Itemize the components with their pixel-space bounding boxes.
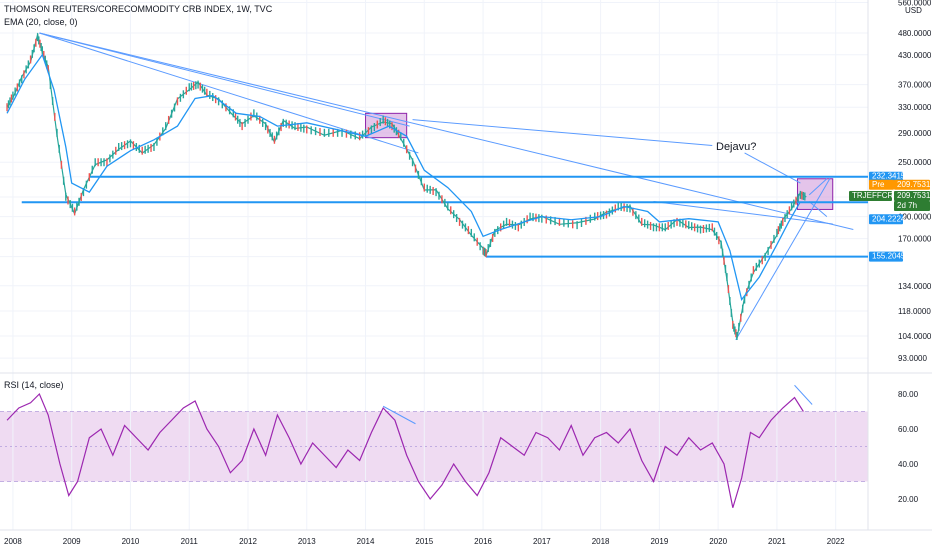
level-tag-low: 155.2045 [869, 251, 906, 262]
dejavu-annotation: Dejavu? [716, 141, 756, 153]
time-tick-label: 2020 [709, 537, 727, 546]
arrow-to-dejavu [412, 119, 713, 147]
time-tick-label: 2017 [533, 537, 551, 546]
price-tick-label: 290.0000 [898, 129, 932, 138]
pre-session-value: 209.7531 [894, 179, 931, 190]
svg-text:2d 7h: 2d 7h [897, 201, 917, 210]
rsi-series [6, 392, 804, 508]
svg-text:TRJEFFCRB: TRJEFFCRB [852, 191, 899, 200]
ema-indicator-label: EMA (20, close, 0) [4, 17, 78, 27]
time-tick-label: 2013 [298, 537, 316, 546]
box-arrows [808, 178, 828, 217]
time-tick-label: 2011 [181, 537, 199, 546]
pre-session-tag: Pre [869, 179, 894, 190]
time-tick-label: 2022 [827, 537, 845, 546]
price-axis[interactable]: 93.0000 104.0000 118.0000 134.0000 170.0000 1… [898, 0, 932, 363]
price-series [6, 32, 807, 340]
rsi-tick-label: 40.00 [898, 460, 919, 469]
time-tick-label: 2014 [357, 537, 375, 546]
time-tick-label: 2008 [4, 537, 22, 546]
chart-title: THOMSON REUTERS/CORECOMMODITY CRB INDEX,… [4, 4, 273, 14]
svg-text:204.2224: 204.2224 [872, 214, 906, 223]
rsi-axis[interactable]: 20.00 40.00 60.00 80.00 [898, 390, 919, 504]
rsi-tick-label: 80.00 [898, 390, 919, 399]
rsi-trendline-1 [382, 405, 416, 425]
price-tick-label: 104.0000 [898, 332, 932, 341]
time-tick-label: 2021 [768, 537, 786, 546]
price-tick-label: 190.0000 [898, 213, 932, 222]
trendline-short-1 [653, 201, 833, 225]
time-tick-label: 2018 [592, 537, 610, 546]
bar-countdown-tag: 2d 7h [894, 201, 930, 212]
price-tick-label: 170.0000 [898, 235, 932, 244]
price-tick-label: 430.0000 [898, 51, 932, 60]
arrow-dejavu-to-box [744, 152, 801, 184]
price-line [6, 32, 807, 339]
chart-annotations: Dejavu? [716, 141, 756, 153]
svg-text:209.7531: 209.7531 [897, 191, 931, 200]
time-tick-label: 2019 [650, 537, 668, 546]
price-tick-label: 330.0000 [898, 103, 932, 112]
time-tick-label: 2015 [415, 537, 433, 546]
rsi-tick-label: 20.00 [898, 495, 919, 504]
rsi-line [6, 392, 804, 508]
svg-text:209.7531: 209.7531 [897, 180, 931, 189]
price-tick-label: 370.0000 [898, 81, 932, 90]
currency-label: USD [905, 6, 922, 15]
time-tick-label: 2012 [239, 537, 257, 546]
time-tick-label: 2010 [122, 537, 140, 546]
price-tick-label: 560.0000 [898, 0, 932, 7]
svg-text:155.2045: 155.2045 [872, 252, 906, 261]
ema-line [6, 53, 801, 302]
level-tag-mid: 204.2224 [869, 214, 906, 225]
last-price-tag: 209.7531 [894, 191, 931, 202]
level-tag-top: 232.3415 [869, 171, 906, 182]
price-tick-label: 250.0000 [898, 158, 932, 167]
svg-text:Pre: Pre [872, 180, 885, 189]
trendlines [39, 32, 854, 425]
symbol-tag: TRJEFFCRB [849, 191, 899, 202]
trendline-long-3 [39, 32, 410, 127]
price-tick-label: 134.0000 [898, 282, 932, 291]
ema-series [6, 53, 801, 302]
rsi-trendline-2 [794, 384, 813, 405]
price-tick-label: 480.0000 [898, 29, 932, 38]
time-tick-label: 2009 [63, 537, 81, 546]
time-axis[interactable]: 2008 2009 2010 2011 2012 2013 2014 2015 2016 2017… [4, 537, 845, 546]
svg-text:232.3415: 232.3415 [872, 172, 906, 181]
rsi-indicator-label: RSI (14, close) [4, 380, 64, 390]
trendline-long-1 [39, 32, 854, 231]
price-tick-label: 118.0000 [898, 307, 931, 316]
price-tick-label: 93.0000 [898, 354, 927, 363]
time-tick-label: 2016 [474, 537, 492, 546]
rsi-tick-label: 60.00 [898, 425, 919, 434]
